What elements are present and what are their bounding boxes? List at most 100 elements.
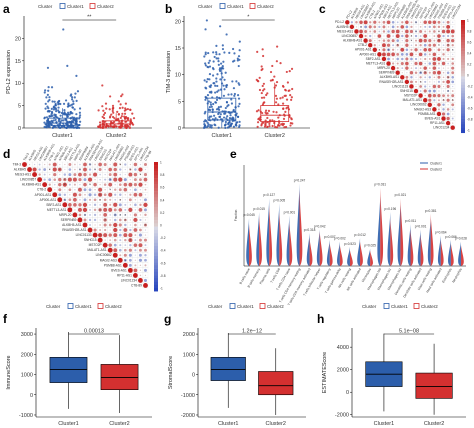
insignificant-mark: × xyxy=(420,71,422,75)
panel-b-legend-label-2: Cluster2 xyxy=(257,4,274,9)
correlation-dot xyxy=(433,35,436,37)
correlation-dot xyxy=(447,67,449,69)
correlation-dot xyxy=(109,219,111,221)
column-label: LINC01234 xyxy=(451,3,463,19)
correlation-dot xyxy=(437,34,441,38)
correlation-dot xyxy=(104,189,106,191)
correlation-dot xyxy=(451,71,455,75)
data-point xyxy=(277,103,280,106)
correlation-dot xyxy=(387,26,390,28)
correlation-dot xyxy=(118,208,123,212)
pvalue-label: p=0.064 xyxy=(435,231,447,235)
correlation-dot xyxy=(144,234,147,236)
colorbar-segment xyxy=(154,194,158,198)
colorbar-segment xyxy=(154,265,158,269)
correlation-dot xyxy=(99,198,102,201)
correlation-dot xyxy=(143,283,148,288)
data-point xyxy=(45,116,49,119)
correlation-dot xyxy=(428,58,431,60)
violin-cluster1 xyxy=(377,196,381,266)
insignificant-mark: × xyxy=(99,233,101,237)
colorbar-segment xyxy=(461,104,465,108)
colorbar-segment xyxy=(154,262,158,266)
correlation-dot xyxy=(139,264,142,267)
colorbar-segment xyxy=(461,34,465,38)
correlation-dot xyxy=(349,24,355,30)
correlation-dot xyxy=(363,20,368,25)
correlation-dot xyxy=(89,224,91,226)
data-point xyxy=(219,88,222,91)
data-point xyxy=(63,126,66,129)
correlation-dot xyxy=(144,258,147,262)
data-point xyxy=(72,100,75,103)
x-tick-label: Cluster2 xyxy=(109,421,129,427)
data-point xyxy=(227,93,230,96)
data-point xyxy=(232,87,236,90)
insignificant-mark: × xyxy=(124,213,126,217)
box xyxy=(258,371,294,396)
data-point xyxy=(261,48,264,51)
correlation-dot xyxy=(387,30,390,33)
colorbar-segment xyxy=(154,171,158,176)
correlation-dot xyxy=(401,39,403,42)
data-point xyxy=(215,77,218,80)
correlation-dot xyxy=(373,30,377,33)
colorbar-segment xyxy=(461,127,465,131)
correlation-dot xyxy=(418,93,423,98)
data-point xyxy=(78,111,82,114)
data-point xyxy=(219,113,222,116)
correlation-dot xyxy=(451,66,455,70)
data-point xyxy=(70,120,74,123)
correlation-dot xyxy=(446,71,450,74)
correlation-dot xyxy=(358,33,364,39)
data-point xyxy=(284,89,287,92)
correlation-dot xyxy=(128,263,132,267)
correlation-dot xyxy=(377,34,382,38)
correlation-dot xyxy=(103,213,108,217)
correlation-dot xyxy=(53,178,57,181)
correlation-dot xyxy=(49,173,51,176)
correlation-dot xyxy=(63,198,67,202)
data-point xyxy=(57,102,60,105)
violin-cluster2 xyxy=(420,234,424,266)
row-label: SBF2-AS1 xyxy=(366,57,381,61)
correlation-dot xyxy=(67,207,73,213)
correlation-dot xyxy=(410,25,413,29)
correlation-dot xyxy=(118,248,122,252)
correlation-dot xyxy=(386,20,391,25)
colorbar-segment xyxy=(154,213,158,218)
insignificant-mark: × xyxy=(447,43,449,47)
correlation-dot xyxy=(69,194,71,196)
violin-cluster1 xyxy=(306,232,310,266)
colorbar-tick-label: -1 xyxy=(160,287,163,291)
colorbar-segment xyxy=(154,210,158,214)
data-point xyxy=(258,76,261,79)
data-point xyxy=(284,125,288,129)
correlation-dot xyxy=(138,238,142,242)
correlation-dot xyxy=(437,38,441,43)
data-point xyxy=(289,124,292,127)
correlation-dot xyxy=(438,67,440,70)
correlation-dot xyxy=(108,207,113,212)
data-point xyxy=(44,89,47,92)
row-label: LINC01234 xyxy=(433,126,449,130)
data-point xyxy=(262,54,265,58)
correlation-dot xyxy=(401,44,403,46)
correlation-dot xyxy=(418,38,423,43)
data-point xyxy=(215,108,219,111)
correlation-dot xyxy=(414,80,418,83)
data-point xyxy=(53,100,56,103)
data-point xyxy=(50,107,53,110)
correlation-dot xyxy=(414,34,418,38)
data-point xyxy=(220,62,223,65)
correlation-dot xyxy=(445,120,451,126)
data-point xyxy=(204,62,207,65)
insignificant-mark: × xyxy=(64,198,66,202)
correlation-dot xyxy=(424,57,427,61)
panel-a-legend-key-1 xyxy=(59,3,66,9)
data-point xyxy=(281,84,285,88)
data-point xyxy=(238,120,241,123)
column-label: MRPL20 xyxy=(391,7,401,20)
column-label: LINC00662 xyxy=(113,145,125,161)
